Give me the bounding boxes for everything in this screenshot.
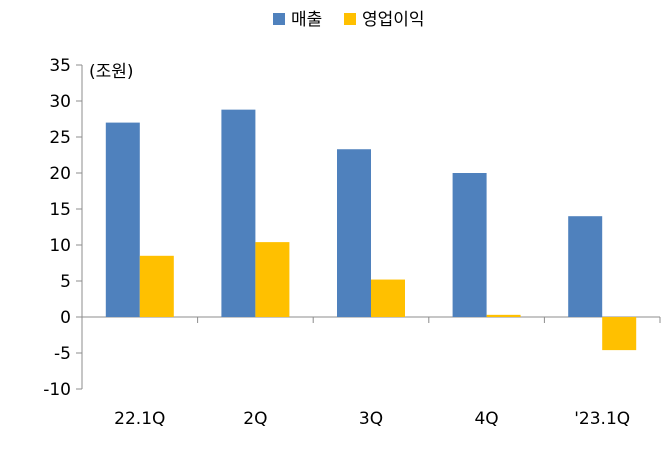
y-tick-label-1: 30	[49, 92, 71, 112]
bar-1-3	[486, 314, 521, 317]
x-category-label-2: 3Q	[359, 409, 383, 429]
bar-0-3	[452, 173, 487, 317]
x-axis-labels: 22.1Q 2Q 3Q 4Q '23.1Q	[114, 409, 630, 429]
y-axis-labels: 35 30 25 20 15 10 5 0 -5 -10	[43, 56, 71, 400]
bars	[105, 109, 637, 351]
bar-1-0	[139, 255, 174, 317]
y-tick-label-7: 0	[60, 308, 71, 328]
x-category-label-4: '23.1Q	[574, 409, 630, 429]
bar-1-2	[371, 279, 405, 317]
y-tick-label-3: 20	[49, 164, 71, 184]
y-tick-label-5: 10	[49, 236, 71, 256]
legend-label-0: 매출	[291, 10, 322, 30]
x-category-label-3: 4Q	[474, 409, 498, 429]
y-tick-label-0: 35	[49, 56, 71, 76]
x-category-label-0: 22.1Q	[114, 409, 165, 429]
bar-0-2	[337, 149, 371, 317]
y-tick-label-6: 5	[60, 272, 71, 292]
legend-swatch-0	[273, 13, 285, 25]
y-tick-label-4: 15	[49, 200, 71, 220]
bar-0-0	[105, 122, 140, 317]
bar-0-1	[221, 109, 256, 317]
legend: 매출 영업이익	[273, 10, 425, 30]
unit-label: (조원)	[89, 62, 134, 82]
y-tick-label-8: -5	[54, 344, 71, 364]
x-category-label-1: 2Q	[243, 409, 267, 429]
y-tick-label-9: -10	[43, 380, 71, 400]
legend-label-1: 영업이익	[362, 10, 425, 30]
legend-swatch-1	[344, 13, 356, 25]
bar-1-4	[602, 317, 637, 351]
y-tick-label-2: 25	[49, 128, 71, 148]
axes	[76, 64, 661, 390]
bar-1-1	[255, 242, 290, 317]
bar-0-4	[568, 216, 603, 317]
